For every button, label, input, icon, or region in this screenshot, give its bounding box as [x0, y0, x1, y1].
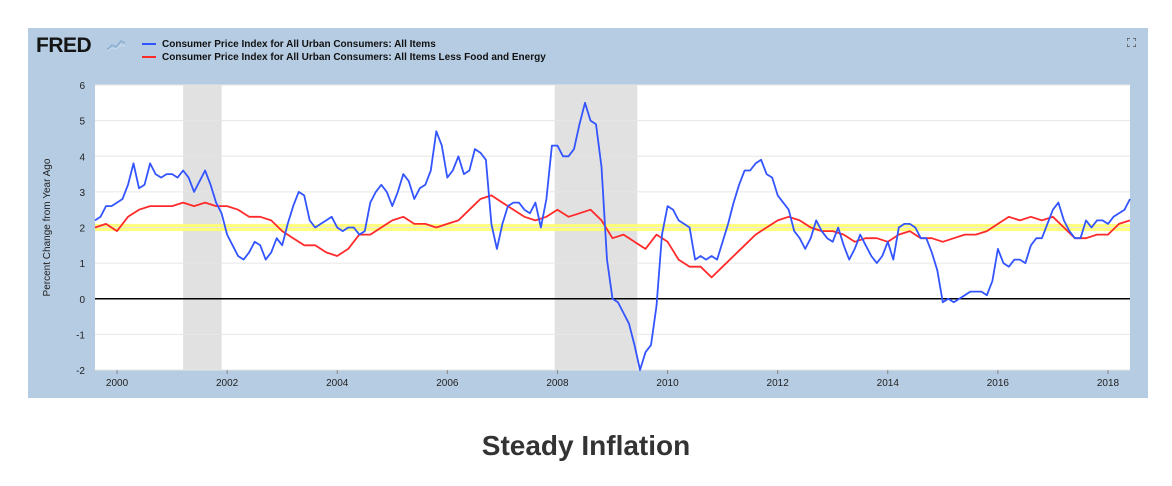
- y-tick-label: -1: [76, 330, 85, 341]
- x-tick-label: 2002: [216, 378, 239, 389]
- legend-swatch: [142, 56, 156, 58]
- x-tick-label: 2000: [106, 378, 129, 389]
- plot-area: -2 -1 0 1 2 3 4 5 6 2000 2002 2004 2006 2008 2010 2012 2…: [42, 81, 1131, 389]
- legend-item-core[interactable]: Consumer Price Index for All Urban Consu…: [142, 51, 546, 63]
- x-tick-label: 2018: [1097, 378, 1120, 389]
- legend-label: Consumer Price Index for All Urban Consu…: [162, 51, 546, 63]
- y-tick-label: 0: [79, 295, 85, 306]
- x-tick-label: 2012: [767, 378, 790, 389]
- x-tick-label: 2004: [326, 378, 349, 389]
- x-tick-label: 2008: [546, 378, 569, 389]
- y-tick-label: -2: [76, 366, 85, 377]
- y-tick-label: 6: [79, 81, 85, 92]
- fred-logo: FRED: [36, 34, 92, 57]
- x-tick-label: 2010: [656, 378, 679, 389]
- series-line-all-items: [94, 101, 1131, 371]
- y-tick-label: 4: [79, 152, 85, 163]
- x-tick-label: 2016: [987, 378, 1010, 389]
- x-tick-label: 2014: [877, 378, 900, 389]
- chart-frame: FRED Consumer Price Index for All Urban …: [28, 28, 1148, 398]
- x-tick-label: 2006: [436, 378, 459, 389]
- y-tick-label: 1: [79, 259, 85, 270]
- y-axis-title: Percent Change from Year Ago: [42, 158, 53, 296]
- legend-label: Consumer Price Index for All Urban Consu…: [162, 38, 436, 50]
- line-chart-icon: [106, 40, 126, 52]
- caption: Steady Inflation: [481, 430, 691, 461]
- legend-swatch: [142, 43, 156, 45]
- y-tick-label: 3: [79, 188, 85, 199]
- legend-item-all-items[interactable]: Consumer Price Index for All Urban Consu…: [142, 38, 436, 50]
- series-line-core: [94, 194, 1131, 279]
- y-tick-label: 2: [79, 224, 85, 235]
- y-tick-label: 5: [79, 117, 85, 128]
